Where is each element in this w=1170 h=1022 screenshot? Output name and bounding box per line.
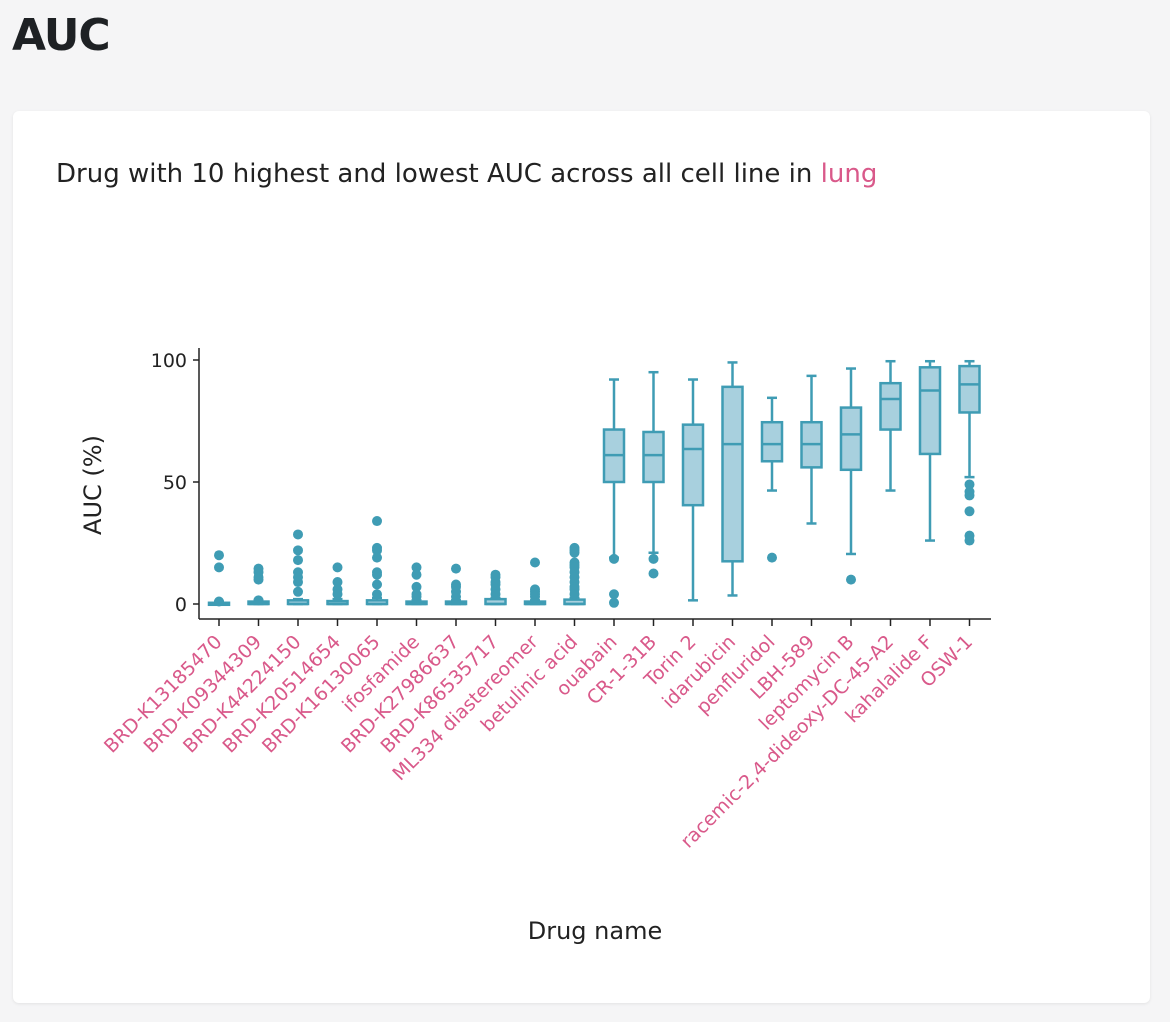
outlier-point bbox=[372, 589, 382, 600]
outlier-point bbox=[293, 555, 303, 566]
box-leptomycin-b bbox=[839, 367, 863, 585]
page-title: AUC bbox=[12, 10, 111, 61]
outlier-point bbox=[214, 596, 224, 607]
box-cr-1-31b bbox=[642, 370, 665, 579]
outlier-point bbox=[648, 568, 659, 579]
box-brd-k86535717 bbox=[484, 569, 507, 606]
iqr-box bbox=[839, 406, 863, 472]
iqr-box bbox=[918, 366, 942, 456]
outlier-point bbox=[569, 547, 580, 558]
outlier-point bbox=[609, 553, 619, 564]
outlier-point bbox=[253, 595, 264, 606]
box-betulinic-acid bbox=[563, 542, 586, 606]
outlier-point bbox=[214, 550, 224, 561]
outlier-point bbox=[964, 479, 975, 490]
box-brd-k09344309 bbox=[247, 563, 270, 606]
plot-area bbox=[207, 359, 981, 608]
outlier-point bbox=[293, 529, 303, 540]
box-racemic-2-4-dideoxy-dc-45-a2 bbox=[879, 359, 902, 492]
y-tick-label: 0 bbox=[175, 594, 187, 616]
box-idarubicin bbox=[721, 361, 744, 597]
outlier-point bbox=[411, 581, 422, 592]
box-brd-k16130065 bbox=[365, 516, 389, 606]
outlier-point bbox=[332, 589, 343, 600]
outlier-point bbox=[293, 586, 303, 597]
outlier-point bbox=[609, 589, 619, 600]
box-brd-k13185470 bbox=[207, 550, 231, 607]
box-ifosfamide bbox=[405, 562, 428, 606]
auc-card: Drug with 10 highest and lowest AUC acro… bbox=[13, 111, 1150, 1003]
outlier-point bbox=[530, 557, 540, 568]
box-lbh-589 bbox=[800, 374, 823, 525]
outlier-point bbox=[569, 589, 580, 600]
y-axis: 0 50 100 bbox=[151, 348, 200, 619]
outlier-point bbox=[964, 535, 975, 546]
box-osw-1 bbox=[958, 359, 981, 546]
outlier-point bbox=[372, 579, 382, 590]
box-ouabain bbox=[602, 378, 626, 608]
box-brd-k44224150 bbox=[286, 529, 310, 606]
outlier-point bbox=[372, 516, 382, 527]
box-penfluridol bbox=[760, 396, 784, 563]
card-heading: Drug with 10 highest and lowest AUC acro… bbox=[56, 159, 877, 189]
auc-box-plot: 0 50 100 BRD-K13185470BRD-K09344309BRD-K44… bbox=[79, 348, 991, 945]
iqr-box bbox=[721, 385, 744, 563]
outlier-point bbox=[372, 552, 382, 563]
outlier-point bbox=[411, 591, 422, 602]
y-tick-label: 100 bbox=[151, 350, 187, 372]
box-brd-k27986637 bbox=[444, 563, 468, 606]
y-axis-title: AUC (%) bbox=[79, 435, 107, 535]
box-kahalalide-f bbox=[918, 359, 942, 542]
outlier-point bbox=[530, 591, 540, 602]
iqr-box bbox=[958, 364, 981, 414]
box-ml334-diastereomer bbox=[523, 557, 547, 606]
outlier-point bbox=[490, 589, 501, 600]
outlier-point bbox=[964, 490, 975, 501]
outlier-point bbox=[451, 563, 461, 574]
outlier-point bbox=[648, 553, 659, 564]
outlier-point bbox=[411, 562, 422, 573]
outlier-point bbox=[767, 552, 777, 563]
outlier-point bbox=[846, 574, 856, 585]
outlier-point bbox=[372, 569, 382, 580]
box-torin-2 bbox=[681, 378, 705, 602]
outlier-point bbox=[964, 506, 975, 517]
x-axis: BRD-K13185470BRD-K09344309BRD-K44224150B… bbox=[100, 618, 991, 853]
outlier-point bbox=[332, 577, 343, 588]
outlier-point bbox=[214, 562, 224, 573]
y-tick-label: 50 bbox=[163, 472, 187, 494]
iqr-box bbox=[642, 430, 665, 484]
iqr-box bbox=[681, 423, 705, 507]
outlier-point bbox=[332, 562, 343, 573]
card-heading-tissue: lung bbox=[820, 159, 878, 189]
box-brd-k20514654 bbox=[326, 562, 349, 606]
outlier-point bbox=[293, 577, 303, 588]
iqr-box bbox=[760, 420, 784, 463]
outlier-point bbox=[411, 569, 422, 580]
outlier-point bbox=[609, 597, 619, 608]
outlier-point bbox=[293, 545, 303, 556]
outlier-point bbox=[372, 545, 382, 556]
outlier-point bbox=[253, 574, 264, 585]
card-heading-text: Drug with 10 highest and lowest AUC acro… bbox=[56, 159, 821, 189]
outlier-point bbox=[451, 591, 461, 602]
x-axis-title: Drug name bbox=[528, 917, 662, 945]
iqr-box bbox=[879, 381, 902, 431]
